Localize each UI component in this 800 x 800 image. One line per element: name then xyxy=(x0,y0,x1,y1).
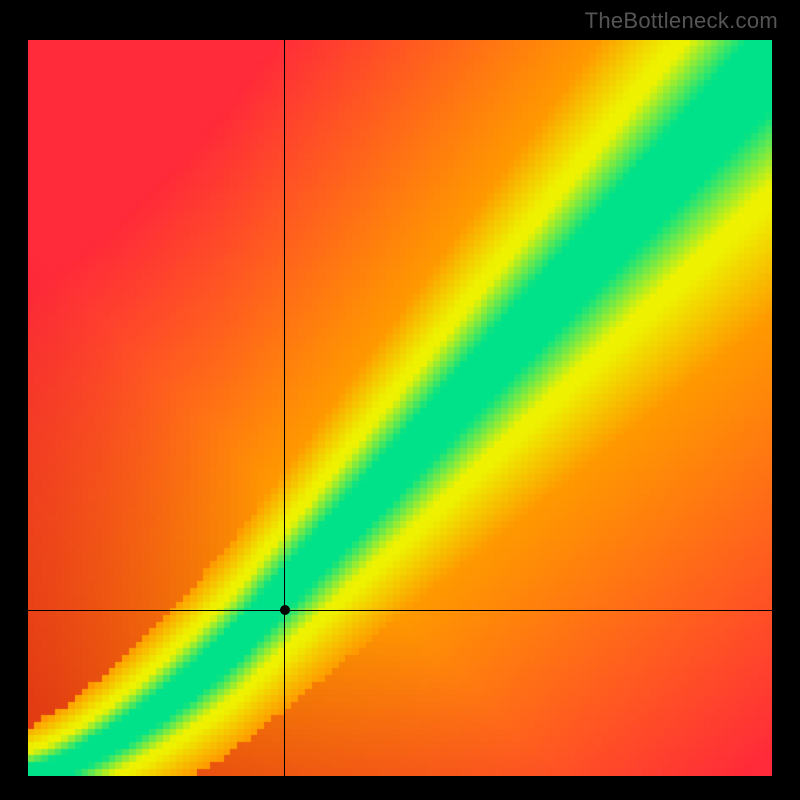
crosshair-marker xyxy=(280,605,290,615)
plot-area xyxy=(28,40,772,776)
heatmap-canvas xyxy=(28,40,772,776)
crosshair-vertical xyxy=(284,40,285,776)
watermark-text: TheBottleneck.com xyxy=(585,8,778,34)
crosshair-horizontal xyxy=(28,610,772,611)
